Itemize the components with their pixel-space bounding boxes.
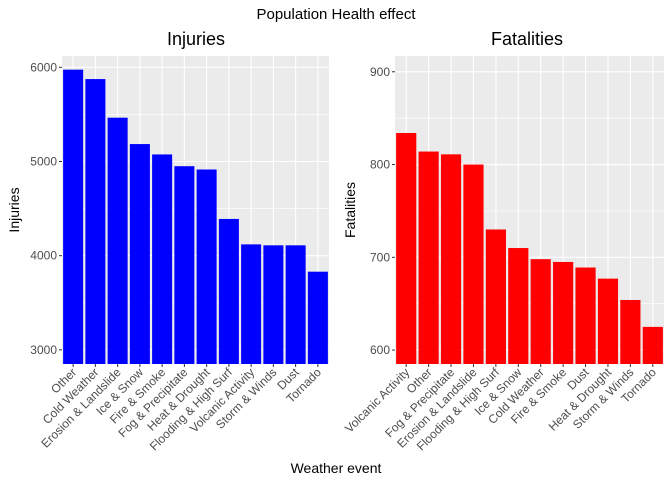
fatalities-y-tick-label: 900 (370, 65, 390, 79)
figure-title: Population Health effect (256, 6, 416, 23)
fatalities-bar (440, 154, 462, 364)
injuries-bar (63, 69, 84, 364)
fatalities-bar (418, 151, 439, 364)
fatalities-y-ticks: 600 700 800 900 (370, 65, 395, 357)
fatalities-y-tick-label: 800 (370, 158, 390, 172)
injuries-y-ticks: 3000 4000 5000 6000 (30, 60, 62, 357)
fatalities-panel: Fatalities Fatalities 600 700 800 900 Volca… (342, 29, 664, 453)
injuries-bar (196, 169, 217, 364)
fatalities-plot-background (395, 56, 664, 364)
injuries-bar (152, 154, 173, 364)
injuries-bars (63, 69, 328, 365)
injuries-bar (241, 244, 262, 364)
injuries-bar (307, 271, 328, 364)
injuries-y-tick-label: 4000 (30, 249, 57, 263)
injuries-bar (263, 245, 284, 364)
injuries-bar (285, 245, 306, 364)
fatalities-bar (485, 229, 506, 364)
injuries-bar (218, 218, 239, 364)
injuries-bar (129, 144, 150, 364)
injuries-bar (85, 79, 106, 365)
injuries-plot-background (62, 56, 329, 364)
injuries-y-tick-label: 3000 (30, 343, 57, 357)
injuries-bar (107, 117, 128, 365)
fatalities-bar (597, 278, 619, 364)
fatalities-bar (396, 133, 417, 364)
fatalities-bar (530, 259, 551, 364)
fatalities-panel-title: Fatalities (491, 29, 563, 49)
injuries-y-tick-label: 5000 (30, 154, 57, 168)
injuries-panel-title: Injuries (167, 29, 225, 49)
fatalities-y-tick-label: 600 (370, 343, 390, 357)
fatalities-bars (396, 133, 663, 364)
fatalities-y-tick-label: 700 (370, 250, 390, 264)
injuries-bar (174, 166, 195, 364)
injuries-panel: Injuries Injuries 3000 4000 5000 6000 Other… (6, 29, 329, 453)
shared-x-axis-label: Weather event (291, 460, 382, 476)
injuries-y-axis-label: Injuries (6, 187, 22, 232)
fatalities-y-axis-label: Fatalities (342, 182, 358, 238)
injuries-y-tick-label: 6000 (30, 60, 57, 74)
fatalities-bar (575, 267, 596, 364)
fatalities-bar (620, 299, 641, 364)
fatalities-bar (463, 164, 484, 364)
fatalities-bar (508, 248, 529, 364)
fatalities-bar (553, 261, 574, 364)
fatalities-bar (642, 326, 663, 364)
